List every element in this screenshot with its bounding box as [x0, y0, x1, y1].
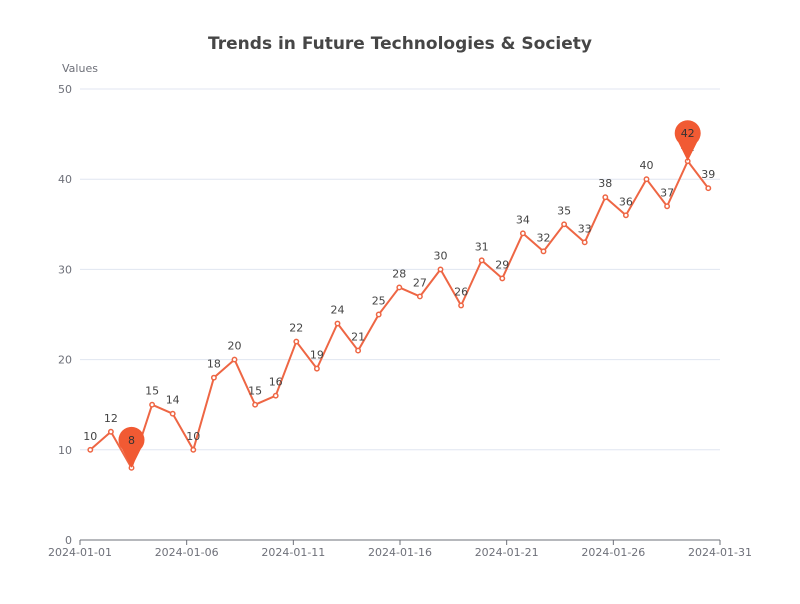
data-point: [313, 365, 320, 372]
data-point: [705, 185, 712, 192]
marker-label: 8: [128, 434, 135, 447]
data-label: 15: [145, 385, 159, 398]
x-tick-label: 2024-01-11: [261, 546, 325, 559]
x-tick-label: 2024-01-01: [48, 546, 112, 559]
y-tick-label: 30: [58, 263, 72, 276]
data-point: [540, 248, 547, 255]
data-label: 39: [701, 168, 715, 181]
data-point: [355, 347, 362, 354]
data-label: 22: [289, 322, 303, 335]
data-point: [602, 194, 609, 201]
series: [87, 158, 712, 471]
data-label: 19: [310, 349, 324, 362]
data-point: [190, 446, 197, 453]
data-point: [664, 203, 671, 210]
data-label: 24: [331, 304, 345, 317]
data-point: [107, 428, 114, 435]
x-tick-label: 2024-01-26: [581, 546, 645, 559]
data-label: 33: [578, 222, 592, 235]
axes: 0 10 20 30 40 50 2024-01-01 2024-01-06 2024-01-1…: [48, 83, 752, 559]
data-label: 38: [598, 177, 612, 190]
x-tick-label: 2024-01-06: [155, 546, 219, 559]
data-label: 25: [372, 295, 386, 308]
data-point: [87, 446, 94, 453]
x-tick-label: 2024-01-16: [368, 546, 432, 559]
data-point: [272, 392, 279, 399]
data-point: [519, 230, 526, 237]
grid-lines: [80, 88, 720, 451]
data-point: [252, 401, 259, 408]
data-point: [416, 293, 423, 300]
data-label: 18: [207, 358, 221, 371]
x-tick-label: 2024-01-31: [688, 546, 752, 559]
data-label: 16: [269, 376, 283, 389]
data-label: 12: [104, 412, 118, 425]
data-label: 28: [392, 267, 406, 280]
data-label: 27: [413, 276, 427, 289]
data-point: [293, 338, 300, 345]
data-label: 21: [351, 331, 365, 344]
marker-pin: [118, 426, 145, 468]
data-label: 31: [475, 240, 489, 253]
data-label: 10: [186, 430, 200, 443]
data-label: 29: [495, 258, 509, 271]
data-label: 37: [660, 186, 674, 199]
data-point: [478, 257, 485, 264]
data-point: [396, 284, 403, 291]
data-point: [149, 401, 156, 408]
data-point: [437, 266, 444, 273]
data-label: 14: [166, 394, 180, 407]
data-label: 40: [640, 159, 654, 172]
data-point: [169, 410, 176, 417]
data-label: 34: [516, 213, 530, 226]
chart-title: Trends in Future Technologies & Society: [208, 34, 592, 54]
data-point: [231, 356, 238, 363]
data-point: [643, 176, 650, 183]
data-point: [561, 221, 568, 228]
data-labels: 10 12 8 15 14 10 18 20 15 16 22 19 24 21 25 28 27 30 26 31 2…: [83, 141, 715, 461]
data-label: 10: [83, 430, 97, 443]
y-tick-label: 0: [65, 534, 72, 547]
data-point: [458, 302, 465, 309]
y-axis-label: Values: [62, 62, 98, 75]
data-label: 30: [434, 249, 448, 262]
x-tick-label: 2024-01-21: [475, 546, 539, 559]
marker-label: 42: [681, 127, 695, 140]
y-tick-label: 20: [58, 354, 72, 367]
data-label: 35: [557, 204, 571, 217]
data-label: 20: [228, 340, 242, 353]
y-tick-label: 50: [58, 83, 72, 96]
marker-pin: [674, 120, 701, 162]
data-point: [622, 212, 629, 219]
data-point: [499, 275, 506, 282]
data-label: 32: [537, 231, 551, 244]
data-point: [210, 374, 217, 381]
markers: 8 42: [118, 120, 701, 468]
data-point: [375, 311, 382, 318]
y-tick-label: 40: [58, 173, 72, 186]
data-label: 36: [619, 195, 633, 208]
series-line: [89, 160, 710, 469]
y-tick-label: 10: [58, 444, 72, 457]
data-label: 15: [248, 385, 262, 398]
data-point: [581, 239, 588, 246]
data-label: 26: [454, 285, 468, 298]
data-point: [334, 320, 341, 327]
